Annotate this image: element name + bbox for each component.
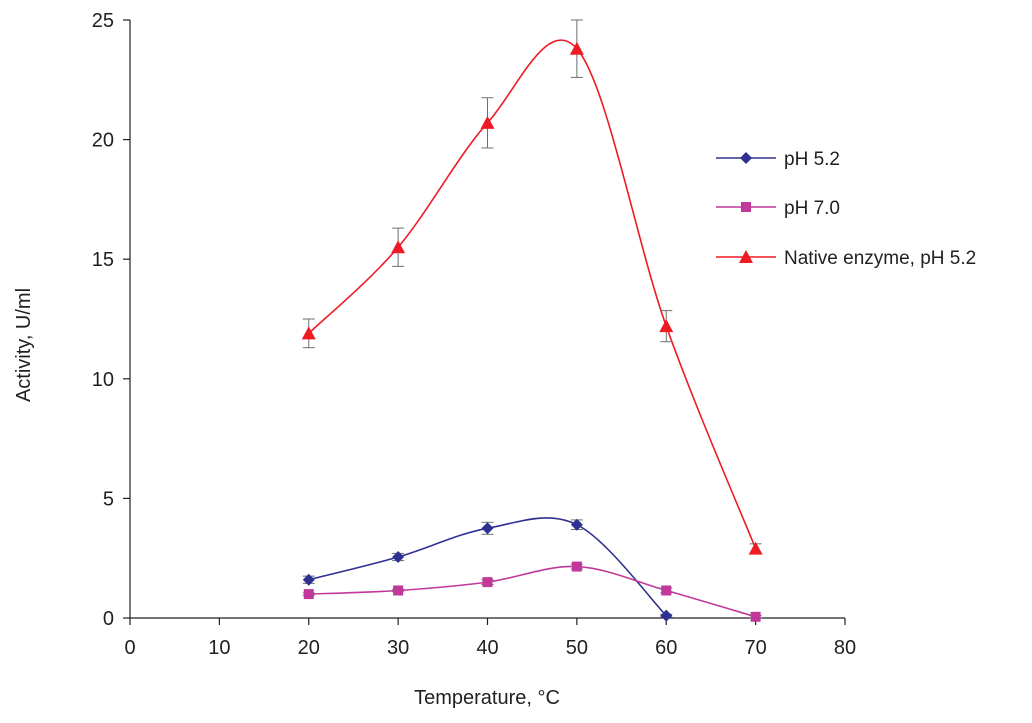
data-point: [748, 541, 763, 555]
data-point: [569, 41, 584, 55]
y-tick-label: 25: [92, 10, 114, 32]
legend-entry-1: pH 5.2: [716, 149, 840, 170]
data-point: [570, 518, 583, 531]
y-axis-title: Activity, U/ml: [13, 288, 35, 402]
legend-label: pH 5.2: [784, 149, 840, 170]
x-tick-label: 60: [655, 637, 677, 659]
x-tick-label: 40: [476, 637, 498, 659]
x-tick-label: 30: [387, 637, 409, 659]
series-1: [302, 517, 673, 622]
x-tick-label: 70: [745, 637, 767, 659]
x-tick-label: 10: [208, 637, 230, 659]
data-point: [392, 551, 405, 564]
legend-label: Native enzyme, pH 5.2: [784, 248, 976, 269]
data-point: [303, 589, 314, 600]
y-tick-label: 20: [92, 130, 114, 152]
data-point: [660, 609, 673, 622]
x-tick-label: 50: [566, 637, 588, 659]
y-tick-label: 15: [92, 249, 114, 271]
data-point: [480, 115, 495, 129]
data-point: [481, 522, 494, 535]
legend-entry-2: pH 7.0: [716, 198, 840, 219]
legend-entry-3: Native enzyme, pH 5.2: [716, 248, 976, 269]
data-point: [301, 326, 316, 340]
data-point: [659, 319, 674, 333]
x-tick-label: 0: [124, 637, 135, 659]
data-point: [571, 561, 582, 572]
x-tick-label: 20: [298, 637, 320, 659]
legend-label: pH 7.0: [784, 198, 840, 219]
series-2: [302, 561, 762, 622]
series-line: [308, 565, 756, 618]
data-point: [393, 585, 404, 596]
x-axis-title: Temperature, °C: [414, 687, 560, 709]
data-point: [302, 573, 315, 586]
legend-marker: [739, 250, 753, 263]
legend-marker: [740, 152, 752, 164]
data-point: [482, 577, 493, 588]
data-point: [750, 611, 761, 622]
series-line: [308, 39, 757, 549]
legend-marker: [741, 202, 751, 212]
y-tick-label: 10: [92, 369, 114, 391]
x-tick-label: 80: [834, 637, 856, 659]
legend: pH 5.2 pH 7.0 Native enzyme, pH 5.2: [716, 149, 976, 269]
axes: 0 10 20 30 40 50 60 70 80 0 5 10 15 20 25: [92, 10, 856, 659]
y-tick-label: 5: [103, 488, 114, 510]
data-point: [661, 585, 672, 596]
series-layer: [301, 19, 763, 622]
data-point: [391, 240, 406, 254]
y-tick-label: 0: [103, 608, 114, 630]
series-3: [301, 19, 763, 555]
